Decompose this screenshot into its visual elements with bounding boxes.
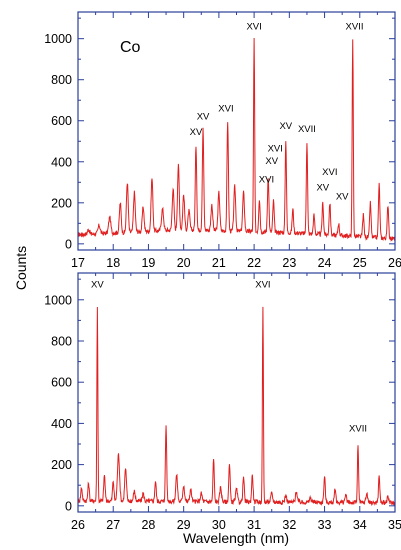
spectrum-line xyxy=(77,38,396,242)
x-tick-label: 26 xyxy=(388,256,401,270)
element-label: Co xyxy=(120,39,141,56)
x-tick-label: 26 xyxy=(71,518,85,532)
x-tick-label: 30 xyxy=(212,518,226,532)
y-tick-label: 400 xyxy=(51,155,72,169)
ion-annotation: XV xyxy=(265,156,278,167)
y-tick-label: 800 xyxy=(51,334,72,348)
ion-annotation: XVI xyxy=(246,21,261,32)
x-tick-label: 24 xyxy=(318,256,332,270)
ion-annotation: XVI xyxy=(268,144,283,155)
y-tick-label: 0 xyxy=(65,237,72,251)
y-tick-label: 0 xyxy=(65,499,72,513)
ion-annotation: XVII xyxy=(298,124,316,135)
x-tick-label: 31 xyxy=(247,518,261,532)
y-tick-label: 200 xyxy=(51,458,72,472)
y-tick-label: 400 xyxy=(51,417,72,431)
y-tick-label: 600 xyxy=(51,114,72,128)
spectrum-line xyxy=(77,306,396,507)
x-tick-label: 27 xyxy=(106,518,120,532)
ion-annotation: XVI xyxy=(322,167,337,178)
ion-annotation: XV xyxy=(91,279,104,290)
x-tick-label: 32 xyxy=(282,518,296,532)
x-tick-label: 19 xyxy=(141,256,155,270)
x-tick-label: 21 xyxy=(212,256,226,270)
plot-frame xyxy=(77,272,396,513)
x-tick-label: 17 xyxy=(71,256,85,270)
ion-annotation: XV xyxy=(190,127,203,138)
x-tick-label: 35 xyxy=(388,518,401,532)
y-tick-label: 600 xyxy=(51,376,72,390)
x-tick-label: 23 xyxy=(282,256,296,270)
x-tick-label: 29 xyxy=(177,518,191,532)
x-tick-label: 28 xyxy=(141,518,155,532)
x-tick-label: 20 xyxy=(177,256,191,270)
ion-annotation: XV xyxy=(336,192,349,203)
ion-annotation: XV xyxy=(279,121,292,132)
y-axis-label: Counts xyxy=(13,246,29,290)
y-tick-label: 200 xyxy=(51,196,72,210)
ion-annotation: XVI xyxy=(218,104,233,115)
top-panel: 17 18 19 20 21 22 23 24 25 26 0 200 400 600 800 1000 XVI… xyxy=(44,11,401,270)
x-tick-label: 18 xyxy=(106,256,120,270)
ion-annotation: XVII xyxy=(349,424,367,435)
ion-annotation: XVII xyxy=(346,21,364,32)
ion-annotation: XV xyxy=(197,112,210,123)
ion-annotation: XVI xyxy=(259,174,274,185)
x-tick-label: 34 xyxy=(353,518,367,532)
y-tick-label: 800 xyxy=(51,73,72,87)
x-tick-label: 25 xyxy=(353,256,367,270)
x-tick-label: 33 xyxy=(318,518,332,532)
y-tick-label: 1000 xyxy=(44,293,72,307)
x-tick-label: 22 xyxy=(247,256,261,270)
ion-annotation: XV xyxy=(316,183,329,194)
x-axis-label: Wavelength (nm) xyxy=(183,530,289,546)
ion-annotation: XVI xyxy=(255,279,270,290)
bottom-panel: 26 27 28 29 30 31 32 33 34 35 0 200 400 600 800 1000 XV X… xyxy=(44,272,401,532)
y-tick-label: 1000 xyxy=(44,32,72,46)
